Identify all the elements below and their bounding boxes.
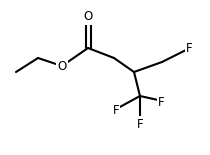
Text: O: O [57, 60, 67, 73]
Text: F: F [137, 117, 143, 131]
Text: F: F [186, 42, 192, 55]
Text: F: F [158, 95, 164, 108]
Text: O: O [83, 11, 93, 24]
Text: F: F [113, 104, 119, 117]
